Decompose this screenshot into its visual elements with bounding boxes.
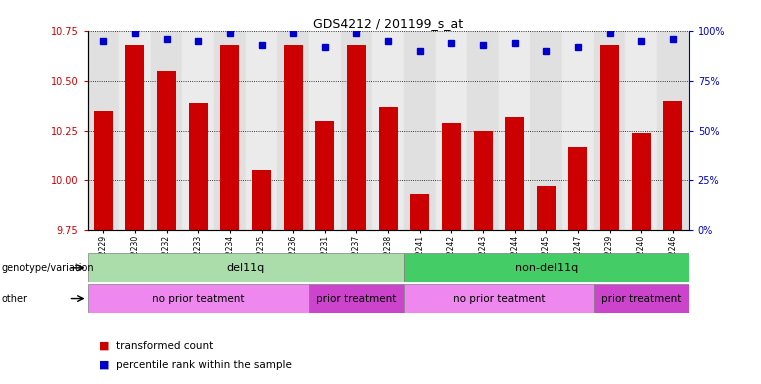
Text: prior treatment: prior treatment (601, 293, 681, 304)
Text: ■: ■ (99, 360, 113, 370)
Bar (119, 31, 151, 230)
Text: genotype/variation: genotype/variation (2, 263, 94, 273)
Bar (562, 31, 594, 230)
Bar (189, 103, 208, 230)
Bar (379, 107, 397, 230)
Bar (246, 31, 277, 230)
Bar (467, 31, 499, 230)
Bar (594, 284, 689, 313)
Bar (410, 194, 429, 230)
Bar (372, 31, 404, 230)
Bar (537, 187, 556, 230)
Bar (88, 284, 309, 313)
Text: ■: ■ (99, 341, 113, 351)
Bar (341, 31, 372, 230)
Bar (372, 31, 404, 230)
Bar (467, 31, 499, 230)
Bar (372, 31, 404, 230)
Bar (530, 31, 562, 230)
Bar (404, 284, 594, 313)
Bar (499, 31, 530, 230)
Bar (309, 31, 341, 230)
Text: del11q: del11q (227, 263, 265, 273)
Bar (562, 31, 594, 230)
Bar (404, 31, 435, 230)
Bar (505, 117, 524, 230)
Bar (341, 31, 372, 230)
Bar (594, 31, 626, 230)
Bar (151, 31, 183, 230)
Bar (442, 122, 461, 230)
Bar (499, 31, 530, 230)
Text: no prior teatment: no prior teatment (152, 293, 244, 304)
Bar (183, 31, 214, 230)
Bar (632, 132, 651, 230)
Bar (252, 170, 271, 230)
Bar (657, 31, 689, 230)
Bar (284, 45, 303, 230)
Text: no prior teatment: no prior teatment (453, 293, 545, 304)
Bar (277, 31, 309, 230)
Bar (88, 31, 119, 230)
Bar (221, 45, 240, 230)
Bar (341, 31, 372, 230)
Text: prior treatment: prior treatment (317, 293, 396, 304)
Bar (657, 31, 689, 230)
Bar (594, 31, 626, 230)
Bar (277, 31, 309, 230)
Bar (126, 45, 145, 230)
Bar (119, 31, 151, 230)
Bar (157, 71, 176, 230)
Bar (657, 31, 689, 230)
Text: other: other (2, 293, 27, 304)
Bar (530, 31, 562, 230)
Bar (347, 45, 366, 230)
Bar (404, 253, 689, 282)
Bar (600, 45, 619, 230)
Bar (183, 31, 214, 230)
Bar (626, 31, 657, 230)
Bar (309, 284, 404, 313)
Bar (664, 101, 683, 230)
Bar (94, 111, 113, 230)
Bar (183, 31, 214, 230)
Bar (626, 31, 657, 230)
Bar (246, 31, 277, 230)
Bar (626, 31, 657, 230)
Text: non-del11q: non-del11q (514, 263, 578, 273)
Title: GDS4212 / 201199_s_at: GDS4212 / 201199_s_at (313, 17, 463, 30)
Bar (151, 31, 183, 230)
Bar (246, 31, 277, 230)
Bar (119, 31, 151, 230)
Bar (467, 31, 499, 230)
Bar (594, 31, 626, 230)
Bar (499, 31, 530, 230)
Bar (88, 253, 404, 282)
Bar (309, 31, 341, 230)
Bar (473, 131, 492, 230)
Bar (88, 31, 119, 230)
Bar (214, 31, 246, 230)
Bar (435, 31, 467, 230)
Bar (435, 31, 467, 230)
Bar (404, 31, 435, 230)
Text: transformed count: transformed count (116, 341, 213, 351)
Bar (315, 121, 334, 230)
Bar (277, 31, 309, 230)
Bar (562, 31, 594, 230)
Bar (435, 31, 467, 230)
Bar (88, 31, 119, 230)
Bar (404, 31, 435, 230)
Bar (151, 31, 183, 230)
Bar (309, 31, 341, 230)
Bar (214, 31, 246, 230)
Bar (568, 147, 587, 230)
Text: percentile rank within the sample: percentile rank within the sample (116, 360, 291, 370)
Bar (530, 31, 562, 230)
Bar (214, 31, 246, 230)
